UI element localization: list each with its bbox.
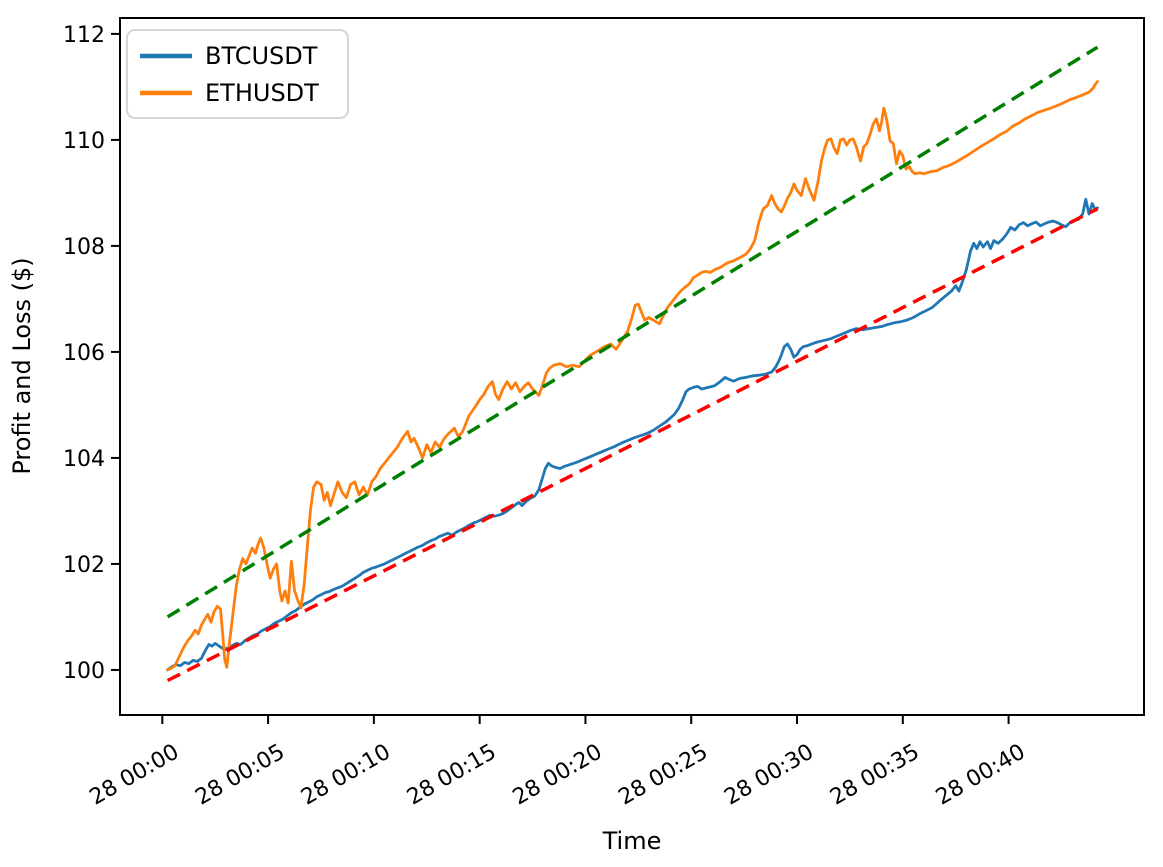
legend: BTCUSDT ETHUSDT <box>126 29 349 119</box>
y-axis-label: Profit and Loss ($) <box>8 257 36 474</box>
y-tick-label: 110 <box>63 129 105 154</box>
series-btcusdt-trend <box>166 207 1099 683</box>
y-tick-label: 102 <box>63 553 105 578</box>
x-tick-label: 28 00:30 <box>720 740 818 811</box>
y-tick-label: 100 <box>63 659 105 684</box>
x-tick-label: 28 00:35 <box>826 740 924 811</box>
x-tick-label: 28 00:15 <box>403 740 501 811</box>
y-tick-label: 106 <box>63 341 105 366</box>
series-ethusdt-trend <box>166 45 1099 619</box>
y-tick-label: 104 <box>63 447 105 472</box>
y-tick-label: 108 <box>63 235 105 260</box>
x-tick-label: 28 00:00 <box>86 740 184 811</box>
x-tick-label: 28 00:40 <box>932 740 1030 811</box>
series-ethusdt <box>166 80 1099 672</box>
x-tick-label: 28 00:25 <box>615 740 713 811</box>
x-tick-label: 28 00:05 <box>191 740 289 811</box>
x-tick-label: 28 00:20 <box>509 740 607 811</box>
x-axis-label: Time <box>602 827 662 855</box>
legend-frame <box>126 29 349 119</box>
y-tick-label: 112 <box>63 23 105 48</box>
legend-label-ethusdt: ETHUSDT <box>205 79 319 107</box>
plot-area-border <box>119 17 1145 716</box>
series-btcusdt <box>166 197 1099 672</box>
x-tick-label: 28 00:10 <box>297 740 395 811</box>
legend-label-btcusdt: BTCUSDT <box>205 42 318 70</box>
